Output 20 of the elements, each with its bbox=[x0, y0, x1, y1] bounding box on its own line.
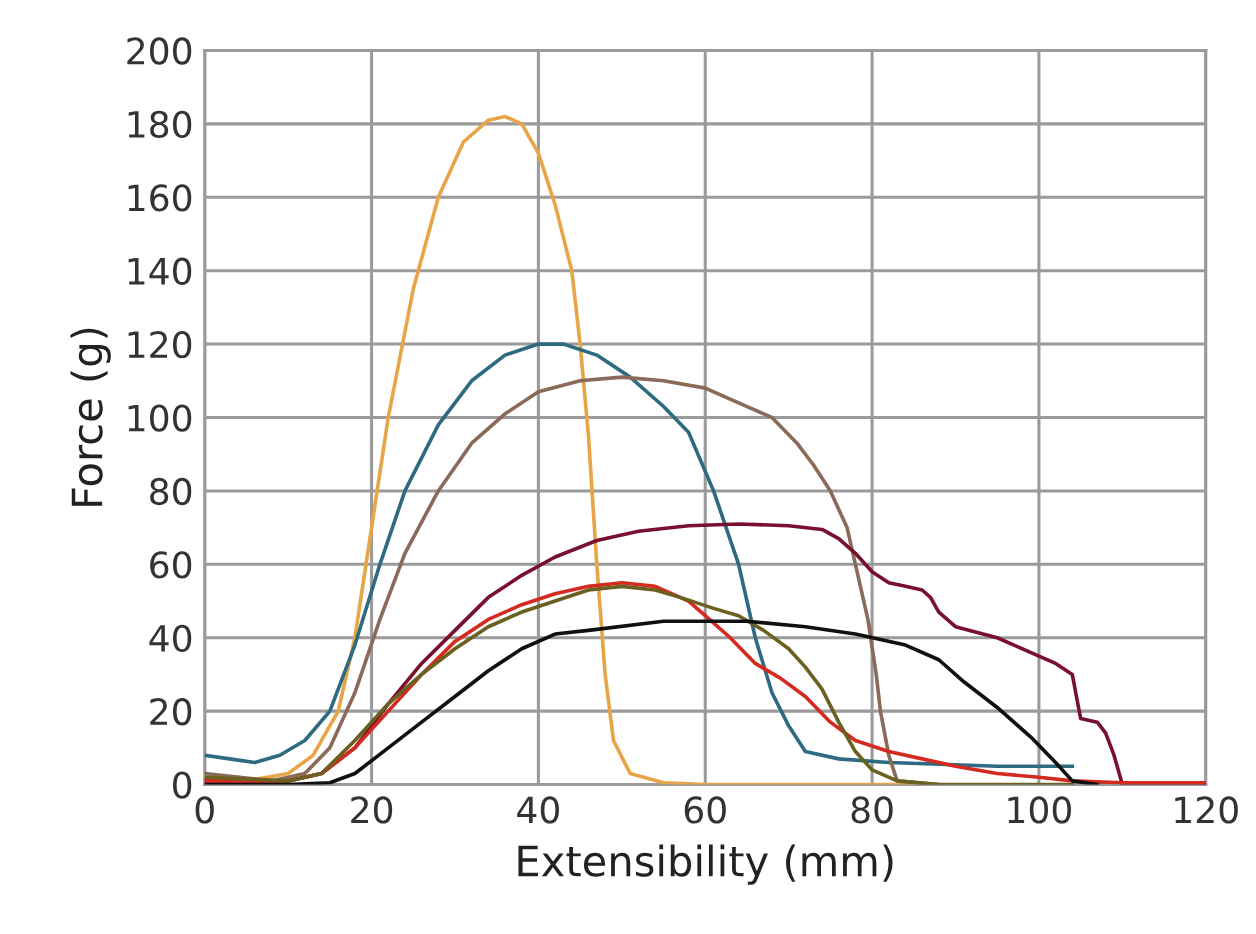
y-tick-label: 200 bbox=[127, 37, 192, 65]
x-tick-label: 40 bbox=[517, 796, 559, 824]
y-tick-label: 0 bbox=[173, 771, 192, 799]
y-tick-label: 180 bbox=[128, 110, 192, 139]
y-tick-label: 160 bbox=[128, 184, 192, 212]
y-tick-label: 40 bbox=[149, 624, 192, 652]
x-tick-label: 60 bbox=[684, 796, 726, 824]
y-axis-title: Force (g) bbox=[70, 328, 111, 506]
y-tick-label: 120 bbox=[128, 331, 192, 359]
x-tick-label: 20 bbox=[351, 796, 393, 824]
y-tick-label: 60 bbox=[150, 551, 192, 579]
y-tick-label: 100 bbox=[128, 404, 192, 432]
y-tick-label: 140 bbox=[128, 257, 192, 285]
y-tick-label: 20 bbox=[150, 698, 192, 726]
y-tick-label: 80 bbox=[150, 477, 192, 506]
x-tick-label: 100 bbox=[1008, 796, 1071, 824]
x-axis-title: Extensibility (mm) bbox=[518, 844, 893, 885]
x-tick-label: 120 bbox=[1175, 796, 1238, 824]
x-tick-label: 0 bbox=[195, 796, 214, 824]
x-tick-label: 80 bbox=[851, 796, 893, 824]
